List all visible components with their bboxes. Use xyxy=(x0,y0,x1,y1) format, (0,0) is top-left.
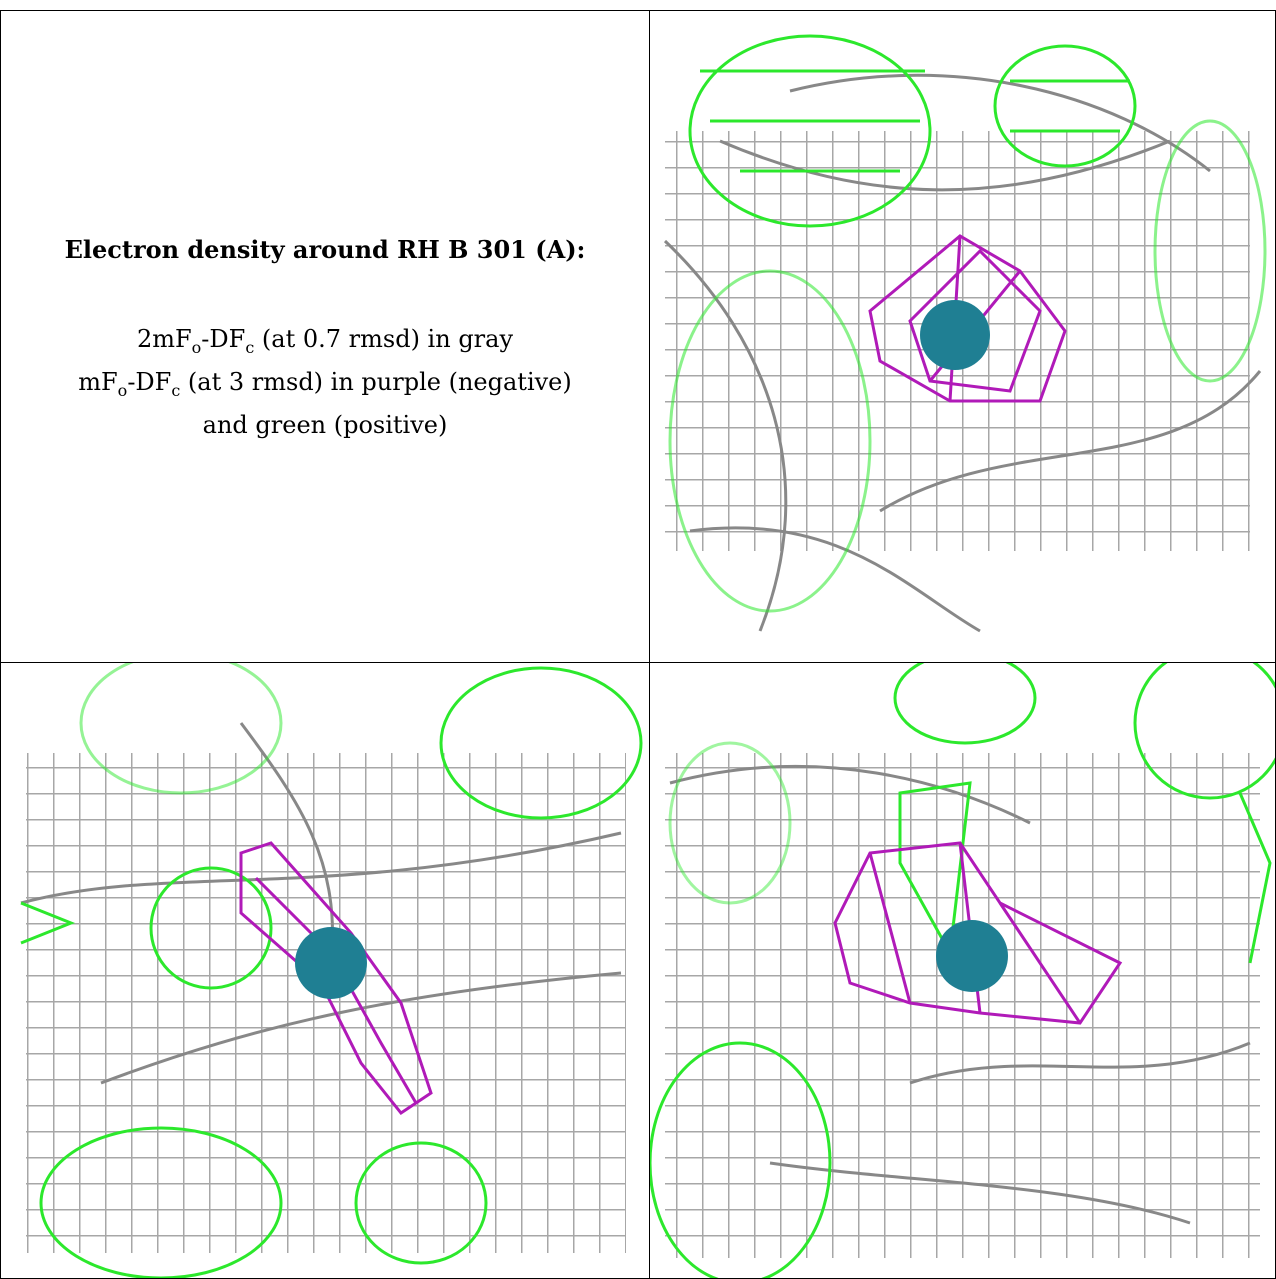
green-mesh xyxy=(20,663,643,1278)
view-bottom-left xyxy=(1,663,649,1278)
rh-atom xyxy=(295,927,367,999)
view-top-right xyxy=(650,11,1275,662)
legend-line-mfo: mFo-DFc (at 3 rmsd) in purple (negative) xyxy=(78,368,572,400)
gray-mesh-curves xyxy=(20,722,622,1085)
density-view-2 xyxy=(20,663,643,1278)
density-view-3 xyxy=(650,663,1275,1278)
gray-mesh xyxy=(26,753,626,1253)
rh-atom xyxy=(936,920,1008,992)
grid-border-left xyxy=(0,10,1,1279)
legend-line-green: and green (positive) xyxy=(202,410,448,439)
density-view-1 xyxy=(663,34,1267,633)
legend-line-2mfo: 2mFo-DFc (at 0.7 rmsd) in gray xyxy=(136,325,514,357)
rh-atom xyxy=(920,300,990,370)
gray-mesh-curves xyxy=(663,73,1262,633)
purple-mesh xyxy=(239,841,433,1116)
legend-cell: Electron density around RH B 301 (A): 2m… xyxy=(1,11,649,662)
grid-border-top xyxy=(0,10,1276,11)
legend-body: 2mFo-DFc (at 0.7 rmsd) in gray mFo-DFc (… xyxy=(78,322,572,442)
gray-mesh-curves xyxy=(669,764,1251,1225)
green-mesh xyxy=(668,34,1267,613)
grid-border-middle xyxy=(0,662,1276,663)
legend-title: Electron density around RH B 301 (A): xyxy=(64,235,586,265)
grid-border-center xyxy=(649,10,650,1279)
green-mesh xyxy=(650,663,1275,1278)
view-bottom-right xyxy=(650,663,1275,1278)
